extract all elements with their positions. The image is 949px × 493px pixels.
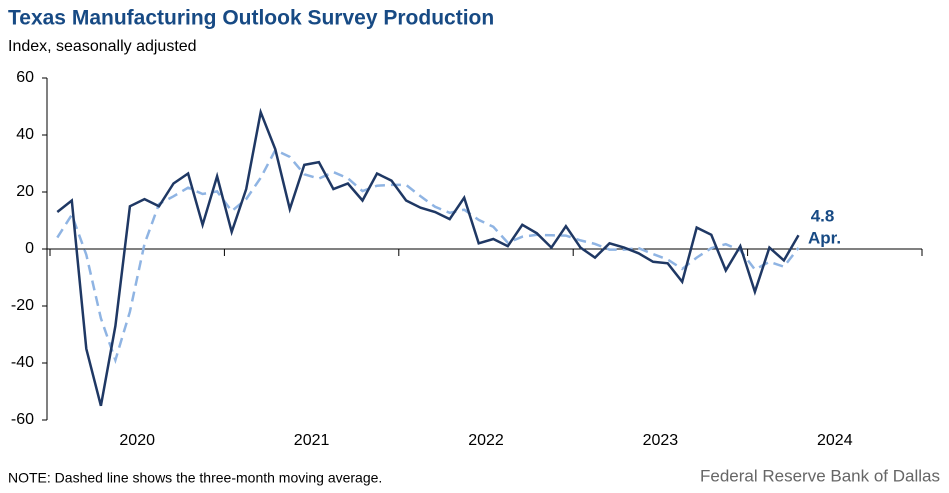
x-tick-label: 2021 (294, 432, 330, 449)
chart-subtitle: Index, seasonally adjusted (8, 38, 197, 55)
series-line (56, 107, 800, 407)
source: Federal Reserve Bank of Dallas (700, 466, 940, 485)
annotation: Apr. (808, 228, 841, 247)
chart-title: Texas Manufacturing Outlook Survey Produ… (8, 7, 494, 30)
y-tick-label: -20 (11, 297, 34, 314)
y-tick-label: 60 (16, 69, 34, 86)
note: NOTE: Dashed line shows the three-month … (8, 470, 382, 486)
x-tick-label: 2020 (119, 432, 155, 449)
y-tick-label: 20 (16, 183, 34, 200)
x-tick-label: 2024 (817, 432, 853, 449)
y-tick-label: 0 (25, 240, 34, 257)
x-tick-label: 2022 (468, 432, 504, 449)
y-tick-label: -60 (11, 411, 34, 428)
y-tick-label: 40 (16, 126, 34, 143)
series-line (56, 148, 800, 365)
x-tick-label: 2023 (643, 432, 679, 449)
value-label: 4.8 (811, 206, 835, 225)
y-tick-label: -40 (11, 354, 34, 371)
